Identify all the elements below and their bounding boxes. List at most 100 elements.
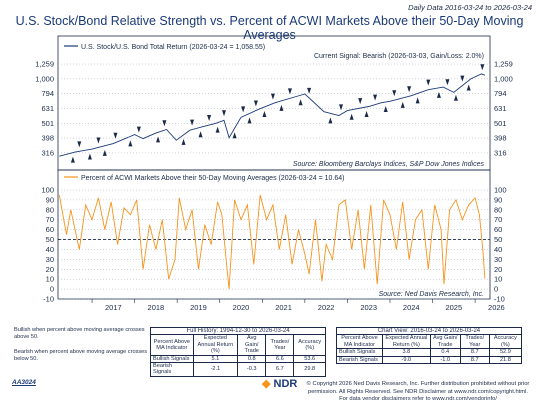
bearish-signal-arrow (136, 126, 141, 133)
cv-header: Avg Gain/ Trade (429, 334, 461, 350)
cv-header: Expected Annual Return (%) (381, 334, 431, 350)
footer-line: permission. All Rights Reserved. See NDR… (307, 388, 529, 395)
upper-y-tick-label: 794 (41, 89, 54, 98)
table-cell: 3.8 (381, 348, 431, 357)
bullish-signal-arrow (364, 110, 369, 117)
x-tick-label: 2021 (275, 303, 292, 312)
signal-arrows (70, 64, 485, 163)
lower-y-tick-label: 70 (494, 215, 502, 224)
lower-y-tick-label: 30 (494, 255, 502, 264)
x-tick-label: 2023 (360, 303, 377, 312)
stock-bond-line (59, 73, 486, 157)
upper-y-tick-label: 1,000 (494, 74, 513, 83)
upper-source: Source: Bloomberg Barclays Indices, S&P … (293, 161, 485, 168)
chart-code-link[interactable]: AA3024 (12, 379, 36, 386)
lower-y-tick-label: 0 (494, 285, 498, 294)
bullish-signal-arrow (181, 138, 186, 145)
lower-y-tick-label: 50 (46, 235, 54, 244)
bearish-signal-arrow (190, 119, 195, 126)
cv-header: Percent Above MA Indicator (336, 334, 383, 350)
current-signal: Current Signal: Bearish (2026-03-03, Gai… (314, 53, 484, 60)
lower-y-tick-label: 90 (46, 195, 54, 204)
lower-y-tick-label: 100 (41, 186, 54, 195)
full-history-table: Full History: 1994-12-30 to 2026-03-24 P… (150, 326, 326, 377)
upper-y-tick-label: 631 (494, 104, 507, 113)
bullish-signal-arrow (415, 97, 420, 104)
x-tick-label: 2025 (445, 303, 462, 312)
table-cell: 0.4 (429, 348, 461, 357)
bearish-signal-arrow (373, 94, 378, 101)
date-range: Daily Data 2016-03-24 to 2026-03-24 (408, 3, 532, 12)
bullish-signal-arrow (247, 117, 252, 124)
bullish-signal-arrow (198, 131, 203, 138)
lower-source: Source: Ned Davis Research, Inc. (379, 291, 484, 298)
chart-area: 316 398 501 631 794 1,000 1,259 316 398 501 631 79… (35, 35, 513, 312)
bullish-signal-arrow (128, 140, 133, 147)
lower-y-tick-label: 20 (46, 265, 54, 274)
table-cell: 21.8 (488, 355, 523, 365)
bullish-signal-arrow (383, 106, 388, 113)
lower-y-tick-label: 10 (46, 275, 54, 284)
table-row: Bearish Signals -2.1 -0.3 6.7 29.8 (150, 362, 326, 377)
x-tick-label: 2018 (148, 303, 165, 312)
bullish-signal-arrow (70, 156, 75, 163)
fh-header: Percent Above MA Indicator (150, 334, 194, 356)
bearish-signal-arrow (253, 100, 258, 107)
lower-y-tick-label: 70 (46, 215, 54, 224)
lower-y-tick-label: 80 (46, 205, 54, 214)
table-cell: 53.6 (293, 354, 326, 364)
bearish-signal-arrow (426, 79, 431, 86)
table-cell: -1.0 (429, 355, 461, 365)
bearish-signal-arrow (358, 98, 363, 105)
full-history-caption: Full History: 1994-12-30 to 2026-03-24 (150, 326, 326, 336)
table-cell: 6.7 (265, 362, 295, 377)
lower-y-tick-label: -10 (494, 295, 505, 304)
bullish-signal-arrow (328, 117, 333, 124)
lower-y-tick-label: 10 (494, 275, 502, 284)
lower-y-tick-label: 40 (494, 245, 502, 254)
upper-y-tick-label: 1,000 (35, 74, 54, 83)
ndr-logo: ◆ NDR (262, 377, 297, 390)
table-cell: 8.7 (459, 355, 490, 365)
upper-y-tick-label: 1,259 (35, 60, 54, 69)
table-cell: Bullish Signals (336, 348, 383, 357)
upper-y-tick-label: 398 (41, 134, 54, 143)
table-cell: Bullish Signals (150, 354, 194, 364)
table-cell: Bearish Signals (336, 355, 383, 365)
bullish-signal-arrow (87, 153, 92, 160)
logo-text: NDR (273, 378, 298, 390)
upper-legend: U.S. Stock/U.S. Bond Total Return (2026-… (81, 44, 265, 51)
bearish-signal-arrow (77, 141, 82, 148)
bearish-signal-arrow (162, 120, 167, 127)
lower-y-tick-label: 90 (494, 195, 502, 204)
table-cell: 0.8 (237, 354, 267, 364)
bullish-signal-arrow (156, 136, 161, 143)
table-row: Bullish Signals 3.8 0.4 8.7 52.9 (336, 348, 523, 357)
lower-y-tick-label: 100 (494, 186, 507, 195)
bearish-signal-arrow (221, 110, 226, 117)
bullish-signal-arrow (436, 91, 441, 98)
fh-header: Trades/ Year (265, 334, 295, 356)
upper-y-tick-label: 316 (494, 148, 507, 157)
table-cell: 6.6 (265, 354, 295, 364)
upper-y-ticks-right: 316 398 501 631 794 1,000 1,259 (494, 60, 513, 158)
bullish-signal-arrow (400, 101, 405, 108)
footer-line: © Copyright 2026 Ned Davis Research, Inc… (306, 381, 530, 387)
lower-y-tick-label: 40 (46, 245, 54, 254)
upper-y-tick-label: 1,259 (494, 60, 513, 69)
bearish-signal-arrow (407, 86, 412, 93)
bullish-signal-arrow (215, 126, 220, 133)
bearish-signal-arrow (339, 104, 344, 111)
bearish-signal-arrow (241, 106, 246, 113)
table-cell: Bearish Signals (150, 362, 194, 377)
table-row: Bullish Signals 5.1 0.8 6.6 53.6 (150, 354, 326, 364)
bullish-signal-arrow (262, 111, 267, 118)
chart-view-caption: Chart View: 2016-03-24 to 2026-03-24 (336, 326, 522, 336)
x-tick-label: 2019 (190, 303, 207, 312)
table-cell: 5.1 (192, 354, 239, 364)
bullish-signal-arrow (279, 104, 284, 111)
bearish-signal-arrow (445, 79, 450, 86)
upper-y-tick-label: 398 (494, 134, 507, 143)
